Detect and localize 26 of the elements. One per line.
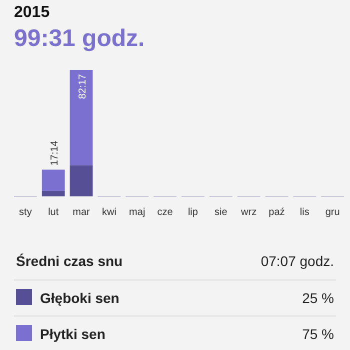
bar [70, 70, 93, 166]
chart-title: 2015 [14, 4, 50, 21]
x-tick-label: lis [300, 207, 310, 218]
text: 75 % [302, 326, 334, 342]
annotation: 17:14 [49, 140, 60, 166]
x-tick-label: kwi [102, 207, 116, 218]
x-tick-label: lut [48, 207, 59, 218]
x-tick-label: paź [268, 207, 285, 218]
legend-label: Głęboki sen [40, 290, 120, 306]
x-tick-label: cze [157, 207, 174, 218]
annotation: 82:17 [77, 74, 88, 100]
text: 07:07 godz. [260, 253, 334, 269]
x-tick-label: sty [19, 207, 32, 218]
bar [70, 165, 93, 196]
bar [42, 170, 65, 191]
x-tick-label: gru [325, 207, 340, 218]
chart-subtitle: 99:31 godz. [14, 25, 145, 52]
text: Średni czas snu [16, 253, 123, 269]
x-tick-label: wrz [240, 207, 257, 218]
x-tick-label: sie [214, 207, 228, 218]
x-tick-label: lip [188, 207, 198, 218]
x-tick-label: mar [72, 207, 91, 218]
bar [42, 190, 65, 196]
legend-label: Płytki sen [40, 326, 106, 342]
x-tick-label: maj [129, 207, 146, 218]
text: 25 % [302, 290, 334, 306]
